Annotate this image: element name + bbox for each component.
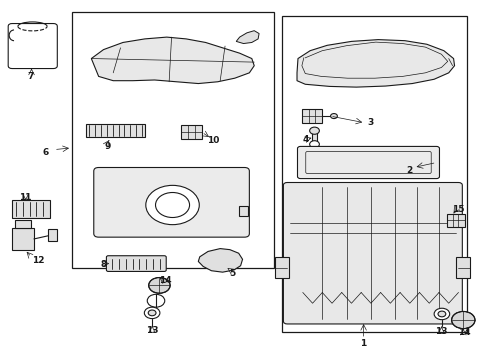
Text: 13: 13 <box>145 326 158 335</box>
Bar <box>238 206 248 216</box>
Text: 7: 7 <box>27 72 34 81</box>
Text: 6: 6 <box>43 148 49 157</box>
Circle shape <box>148 310 156 316</box>
FancyBboxPatch shape <box>297 147 439 179</box>
Text: 8: 8 <box>100 260 106 269</box>
FancyBboxPatch shape <box>106 256 166 271</box>
Text: 12: 12 <box>32 256 44 265</box>
Circle shape <box>433 308 449 320</box>
Circle shape <box>451 311 474 329</box>
Circle shape <box>148 278 170 293</box>
Text: 3: 3 <box>367 118 373 127</box>
Bar <box>48 229 57 242</box>
FancyBboxPatch shape <box>283 183 461 324</box>
Circle shape <box>309 141 319 148</box>
Bar <box>181 125 201 139</box>
Bar <box>275 257 288 278</box>
Text: 2: 2 <box>406 166 412 175</box>
Bar <box>446 213 464 227</box>
Bar <box>12 228 34 249</box>
Bar <box>455 257 468 278</box>
Bar <box>12 201 50 217</box>
Polygon shape <box>91 37 254 84</box>
Circle shape <box>145 185 199 225</box>
Bar <box>301 109 322 123</box>
Polygon shape <box>198 249 242 272</box>
Text: 5: 5 <box>229 269 236 278</box>
Text: 14: 14 <box>457 328 469 337</box>
Text: 1: 1 <box>360 339 366 348</box>
Bar <box>72 12 273 267</box>
Text: 13: 13 <box>434 327 447 336</box>
Text: 11: 11 <box>20 193 32 202</box>
Text: 15: 15 <box>451 205 464 214</box>
Bar <box>282 16 466 332</box>
Circle shape <box>437 311 445 317</box>
Circle shape <box>309 127 319 134</box>
Polygon shape <box>236 31 259 44</box>
Circle shape <box>22 42 39 55</box>
Text: 9: 9 <box>104 141 110 150</box>
Circle shape <box>147 294 164 307</box>
Text: 10: 10 <box>207 136 219 145</box>
Bar <box>311 131 317 144</box>
Circle shape <box>144 307 160 319</box>
Bar <box>86 123 144 137</box>
FancyBboxPatch shape <box>94 167 249 237</box>
Text: 14: 14 <box>159 276 172 285</box>
Circle shape <box>330 113 337 118</box>
Circle shape <box>155 193 189 217</box>
Text: 4: 4 <box>302 135 308 144</box>
Bar <box>15 220 30 228</box>
Polygon shape <box>296 40 454 87</box>
FancyBboxPatch shape <box>8 23 57 68</box>
